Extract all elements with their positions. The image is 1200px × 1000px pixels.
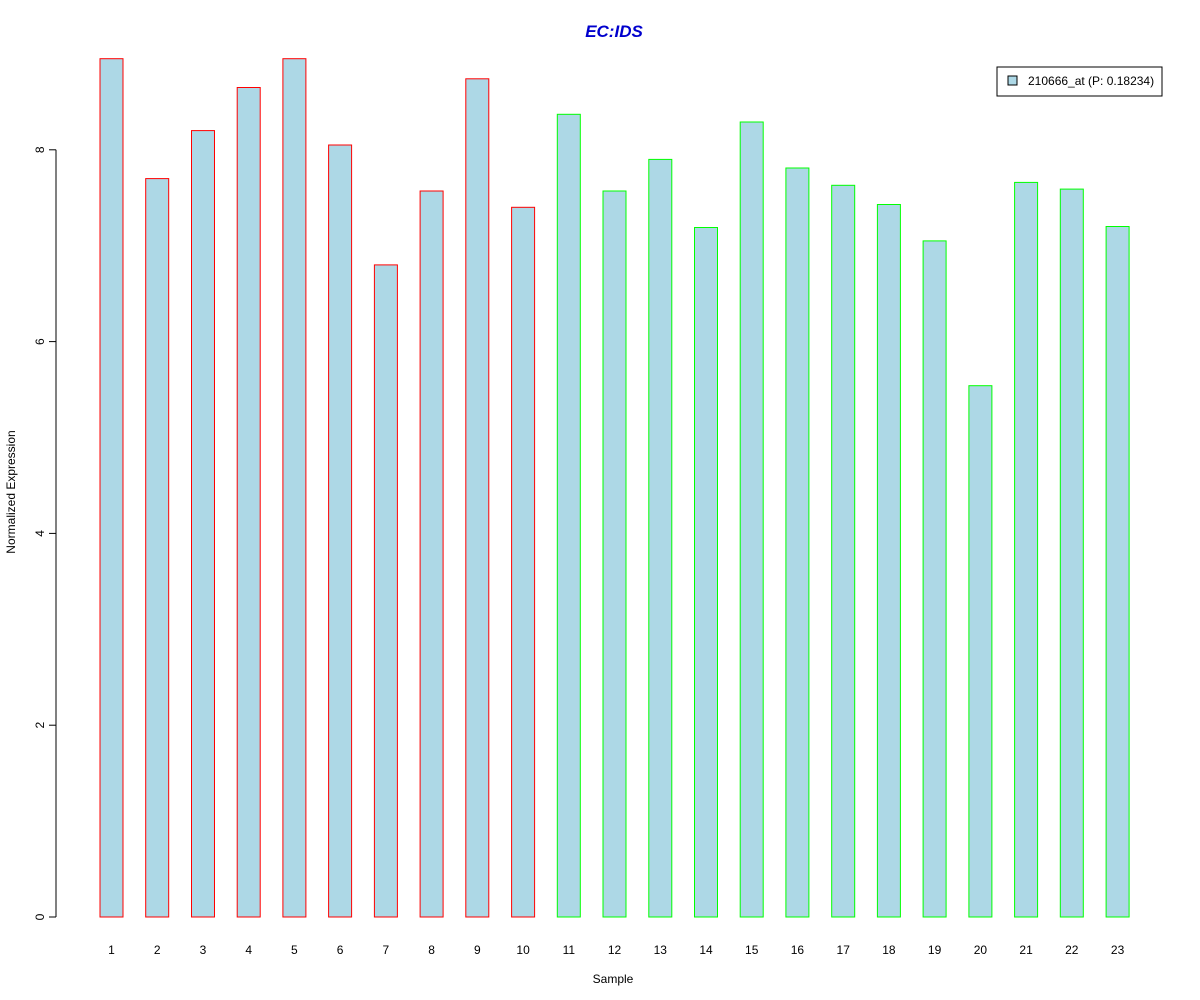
x-tick-label: 8 [428,943,435,957]
x-axis-label: Sample [593,972,634,986]
bar-sample-14 [694,227,718,918]
x-tick-label: 19 [928,943,942,957]
chart-title: EC:IDS [585,22,643,41]
x-tick-label: 5 [291,943,298,957]
bar-sample-5 [282,58,307,918]
x-tick-label: 13 [654,943,668,957]
y-tick-label: 0 [33,913,47,920]
y-tick-label: 6 [33,338,47,345]
x-tick-label: 7 [383,943,390,957]
bar-sample-6 [328,144,353,918]
bars [99,58,1130,918]
bar-sample-22 [1059,188,1084,918]
y-axis: 0 2 4 6 8 [33,146,57,920]
legend-box [996,66,1163,97]
x-tick-label: 23 [1111,943,1125,957]
bar-sample-23 [1105,226,1130,918]
x-tick-label: 20 [974,943,988,957]
x-tick-label: 10 [516,943,530,957]
x-tick-label: 21 [1019,943,1033,957]
bar-sample-7 [373,264,398,918]
bar-sample-18 [876,204,901,918]
x-tick-label: 2 [154,943,161,957]
x-tick-label: 17 [837,943,851,957]
x-tick-label: 16 [791,943,805,957]
x-tick-label: 6 [337,943,344,957]
bar-sample-19 [922,240,947,918]
bar-sample-3 [191,130,215,918]
x-tick-label: 12 [608,943,622,957]
x-tick-label: 4 [245,943,252,957]
bar-sample-9 [465,78,490,918]
x-tick-label: 11 [563,943,576,957]
bar-sample-12 [602,190,627,918]
y-tick-label: 2 [33,722,47,729]
legend-swatch [1007,75,1018,86]
bar-sample-17 [831,184,856,918]
x-tick-label: 9 [474,943,481,957]
bar-sample-10 [511,206,536,918]
y-axis-label: Normalized Expression [4,430,18,553]
legend-entry-label: 210666_at (P: 0.18234) [1028,74,1154,88]
bar-sample-15 [739,121,764,918]
x-tick-label: 15 [745,943,759,957]
x-tick-label: 1 [108,943,115,957]
x-tick-label: 18 [882,943,896,957]
x-tick-labels: 1 2 3 4 5 6 7 8 9 10 11 12 13 14 15 16 17 18 19 20 21 22 23 [108,943,1124,957]
x-tick-label: 3 [200,943,207,957]
y-tick-label: 4 [33,530,47,537]
bar-sample-16 [785,167,810,918]
bar-sample-8 [419,190,444,918]
bar-sample-4 [236,87,261,918]
bar-sample-1 [99,58,124,918]
y-tick-label: 8 [33,146,47,153]
bar-sample-21 [1014,181,1039,918]
legend: 210666_at (P: 0.18234) [996,66,1163,97]
x-tick-label: 22 [1065,943,1079,957]
bar-sample-11 [556,113,581,918]
bar-sample-20 [968,385,993,918]
bar-sample-13 [648,158,673,918]
bar-sample-2 [145,178,170,918]
x-tick-label: 14 [699,943,713,957]
